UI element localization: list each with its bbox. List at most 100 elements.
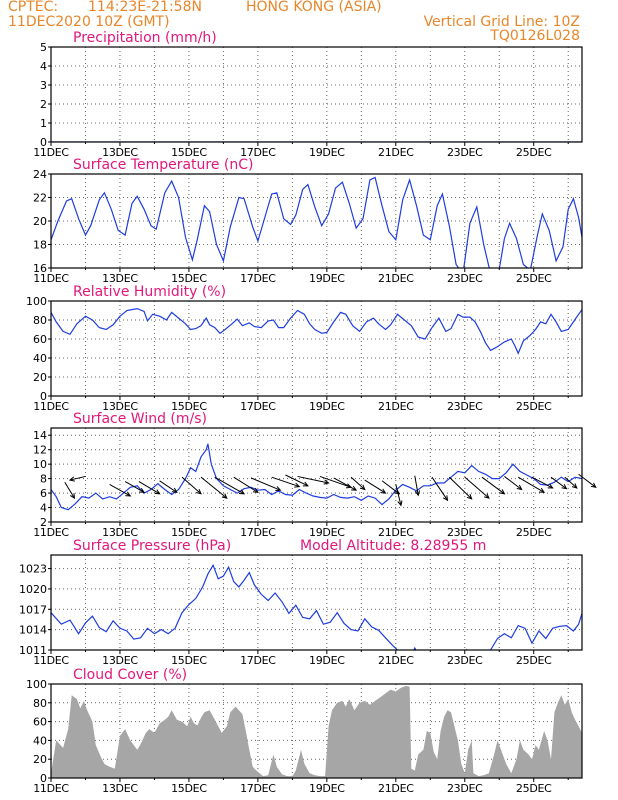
wind-frame bbox=[50, 427, 583, 523]
wind-arrow bbox=[319, 475, 352, 488]
y-tick-label: 80 bbox=[33, 697, 47, 710]
header-source: CPTEC: bbox=[8, 0, 59, 15]
wind-arrow-head bbox=[397, 500, 403, 507]
x-tick-label: 15DEC bbox=[171, 782, 207, 795]
x-tick-label: 23DEC bbox=[447, 400, 483, 413]
y-tick-label: 20 bbox=[33, 753, 47, 766]
x-tick-label: 25DEC bbox=[516, 146, 552, 159]
x-tick-label: 11DEC bbox=[33, 146, 69, 159]
wind-arrow bbox=[414, 475, 419, 496]
wind-arrow bbox=[550, 476, 567, 490]
y-tick-label: 1020 bbox=[19, 583, 47, 596]
x-tick-label: 25DEC bbox=[516, 400, 552, 413]
y-tick-label: 18 bbox=[33, 239, 47, 252]
x-tick-label: 13DEC bbox=[102, 146, 138, 159]
x-tick-label: 15DEC bbox=[171, 526, 207, 539]
precip-frame bbox=[50, 46, 583, 143]
wind-series-line bbox=[51, 443, 582, 511]
temp-series-line bbox=[51, 176, 582, 268]
y-tick-label: 100 bbox=[26, 295, 47, 308]
rh-frame bbox=[50, 300, 583, 397]
rh-title: Relative Humidity (%) bbox=[73, 284, 226, 300]
wind-arrow bbox=[124, 481, 145, 493]
wind-arrow bbox=[564, 476, 578, 489]
header-run-time: 11DEC2020 10Z (GMT) bbox=[8, 14, 170, 30]
y-tick-label: 60 bbox=[33, 333, 47, 346]
y-tick-label: 20 bbox=[33, 371, 47, 384]
x-tick-label: 11DEC bbox=[33, 654, 69, 667]
y-tick-label: 100 bbox=[26, 678, 47, 691]
y-tick-label: 10 bbox=[33, 458, 47, 471]
y-tick-label: 2 bbox=[40, 516, 47, 529]
wind-arrow-head bbox=[466, 493, 473, 500]
x-tick-label: 21DEC bbox=[378, 400, 414, 413]
wind-arrow-head bbox=[516, 484, 523, 491]
pressure-title: Surface Pressure (hPa) bbox=[73, 538, 231, 554]
wind-arrow bbox=[159, 480, 178, 493]
header-grid-note: Vertical Grid Line: 10Z bbox=[423, 14, 580, 30]
wind-arrow bbox=[200, 476, 228, 499]
wind-arrow bbox=[431, 476, 448, 501]
x-tick-label: 17DEC bbox=[240, 782, 276, 795]
pressure-frame bbox=[50, 554, 583, 651]
y-tick-label: 1011 bbox=[19, 644, 47, 657]
x-tick-label: 23DEC bbox=[447, 654, 483, 667]
y-tick-label: 12 bbox=[33, 444, 47, 457]
y-tick-label: 0 bbox=[40, 136, 47, 149]
wind-arrow-head bbox=[359, 484, 366, 491]
y-tick-label: 1014 bbox=[19, 624, 47, 637]
wind-arrow bbox=[214, 476, 245, 495]
x-tick-label: 17DEC bbox=[240, 526, 276, 539]
header-coords: 114:23E-21:58N bbox=[88, 0, 202, 15]
wind-arrow bbox=[181, 476, 202, 495]
wind-arrow-head bbox=[323, 479, 330, 485]
wind-arrow bbox=[138, 481, 160, 495]
y-tick-label: 16 bbox=[33, 262, 47, 275]
x-tick-label: 21DEC bbox=[378, 654, 414, 667]
wind-arrow bbox=[531, 476, 553, 489]
wind-arrow bbox=[448, 476, 473, 500]
wind-arrow-head bbox=[547, 483, 554, 489]
model-altitude: Model Altitude: 8.28955 m bbox=[300, 538, 486, 554]
y-tick-label: 6 bbox=[40, 487, 47, 500]
x-tick-label: 15DEC bbox=[171, 146, 207, 159]
x-tick-label: 23DEC bbox=[447, 146, 483, 159]
wind-arrow-head bbox=[351, 485, 358, 491]
y-tick-label: 8 bbox=[40, 473, 47, 486]
cloud-cover-area bbox=[51, 685, 582, 778]
rh-series-line bbox=[51, 307, 582, 355]
wind-arrow bbox=[364, 479, 386, 494]
x-tick-label: 19DEC bbox=[309, 146, 345, 159]
wind-arrow-head bbox=[275, 486, 282, 491]
x-tick-label: 25DEC bbox=[516, 272, 552, 285]
wind-arrow-head bbox=[125, 491, 132, 497]
wind-arrow-head bbox=[69, 493, 76, 500]
wind-arrow-head bbox=[539, 487, 546, 493]
y-tick-label: 5 bbox=[40, 41, 47, 54]
wind-arrow bbox=[109, 483, 131, 497]
x-tick-label: 11DEC bbox=[33, 526, 69, 539]
header-location: HONG KONG (ASIA) bbox=[246, 0, 382, 15]
cloud-frame bbox=[50, 683, 583, 779]
y-tick-label: 40 bbox=[33, 352, 47, 365]
wind-arrow-head bbox=[239, 489, 246, 495]
x-tick-label: 19DEC bbox=[309, 782, 345, 795]
y-tick-label: 4 bbox=[40, 60, 47, 73]
wind-arrow bbox=[395, 484, 402, 506]
wind-arrow-head bbox=[196, 489, 202, 495]
x-tick-label: 25DEC bbox=[516, 526, 552, 539]
wind-arrow bbox=[64, 481, 75, 499]
x-tick-label: 17DEC bbox=[240, 654, 276, 667]
x-tick-label: 15DEC bbox=[171, 400, 207, 413]
x-tick-label: 17DEC bbox=[240, 272, 276, 285]
wind-arrow bbox=[464, 476, 490, 499]
wind-arrow bbox=[333, 477, 357, 491]
y-tick-label: 0 bbox=[40, 772, 47, 785]
wind-arrow-head bbox=[221, 493, 228, 499]
wind-arrow bbox=[350, 476, 366, 490]
wind-title: Surface Wind (m/s) bbox=[73, 411, 207, 427]
wind-arrow-head bbox=[139, 487, 146, 493]
x-tick-label: 13DEC bbox=[102, 526, 138, 539]
x-tick-label: 17DEC bbox=[240, 146, 276, 159]
wind-arrow bbox=[481, 476, 505, 495]
